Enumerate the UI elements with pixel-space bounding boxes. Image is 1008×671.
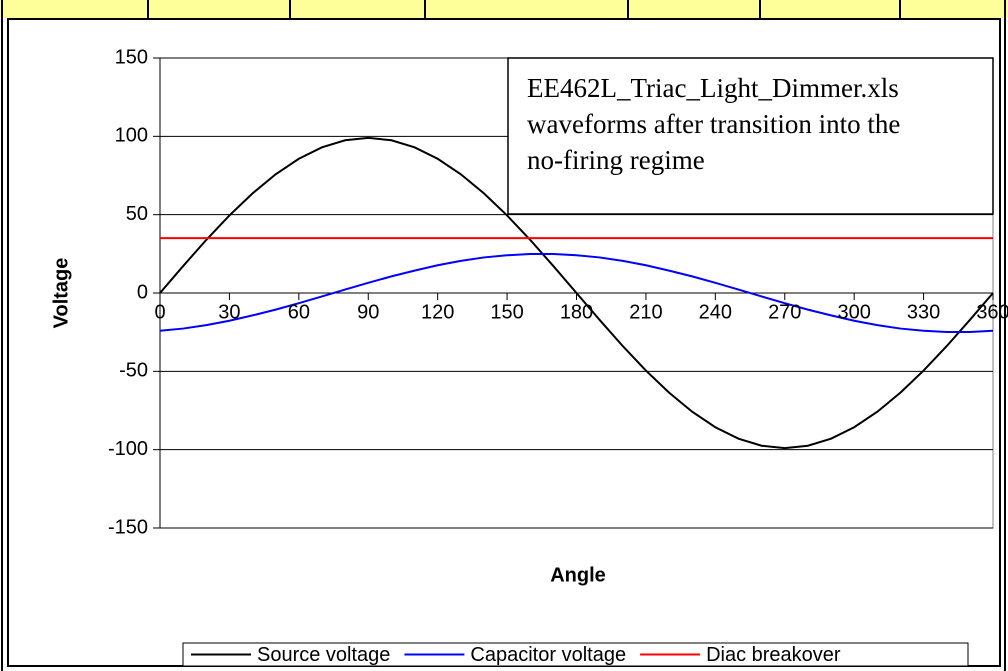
x-tick-label: 150 — [490, 301, 523, 323]
x-tick-label: 360 — [976, 301, 1008, 323]
y-tick-label: 0 — [137, 281, 148, 303]
x-tick-label: 330 — [907, 301, 940, 323]
y-tick-label: -150 — [108, 516, 148, 538]
x-tick-label: 180 — [560, 301, 593, 323]
x-tick-label: 240 — [699, 301, 732, 323]
legend-label: Source voltage — [257, 644, 390, 666]
y-tick-label: -50 — [119, 360, 148, 382]
x-tick-label: 90 — [357, 301, 379, 323]
x-tick-label: 60 — [288, 301, 310, 323]
series-line — [159, 252, 994, 334]
annotation: EE462L_Triac_Light_Dimmer.xls — [527, 73, 899, 103]
x-axis-label: Angle — [550, 564, 606, 586]
y-tick-label: 100 — [115, 125, 148, 147]
y-axis-label: Voltage — [50, 258, 72, 329]
annotation-box — [507, 57, 994, 215]
series-line — [159, 136, 994, 450]
y-tick-label: 50 — [126, 203, 148, 225]
y-tick-label: -100 — [108, 438, 148, 460]
x-tick-label: 300 — [837, 301, 870, 323]
x-tick-label: 0 — [154, 301, 165, 323]
annotation: no-firing regime — [527, 145, 705, 175]
x-tick-label: 120 — [421, 301, 454, 323]
annotation: waveforms after transition into the — [527, 109, 900, 139]
x-tick-label: 270 — [768, 301, 801, 323]
sheet-strip — [0, 0, 1008, 18]
legend — [182, 642, 969, 667]
legend-label: Diac breakover — [706, 644, 841, 666]
legend-label: Capacitor voltage — [470, 644, 626, 666]
y-tick-label: 150 — [115, 46, 148, 68]
x-tick-label: 210 — [629, 301, 662, 323]
x-tick-label: 30 — [218, 301, 240, 323]
